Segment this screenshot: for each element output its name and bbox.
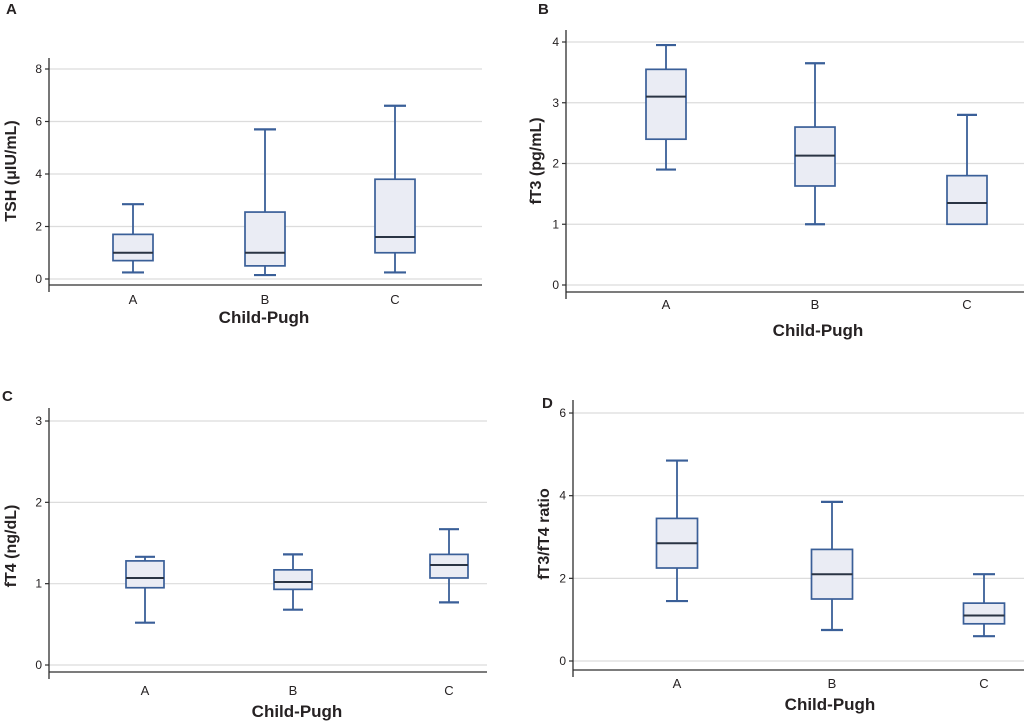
x-tick-label: A — [673, 676, 682, 691]
y-tick-label: 0 — [35, 658, 42, 672]
iqr-box — [946, 174, 988, 226]
panel-A: 0 2 4 6 8 A B C TSH (μIU/mL) Child-Pugh A — [3, 1, 482, 327]
iqr-box — [125, 560, 165, 589]
x-axis-title: Child-Pugh — [252, 702, 343, 721]
x-tick-label: A — [129, 292, 138, 307]
box-D-C — [962, 573, 1006, 638]
x-tick-label: A — [662, 297, 671, 312]
y-tick-label: 2 — [559, 571, 566, 585]
y-tick-label: 1 — [552, 217, 559, 231]
panel-label: D — [542, 395, 553, 412]
box-A-A — [112, 203, 154, 274]
y-tick-label: 0 — [552, 278, 559, 292]
box-B-C — [946, 113, 988, 226]
panel-label: B — [538, 1, 549, 18]
x-axis-title: Child-Pugh — [785, 695, 876, 714]
y-tick-label: 3 — [35, 414, 42, 428]
iqr-box — [962, 602, 1006, 625]
x-tick-label: B — [289, 683, 298, 698]
iqr-box — [244, 211, 286, 267]
y-tick-label: 0 — [35, 272, 42, 286]
box-C-B — [273, 553, 313, 611]
y-axis-title: fT3/fT4 ratio — [536, 488, 553, 580]
y-tick-label: 2 — [35, 220, 42, 234]
y-axis-title: fT4 (ng/dL) — [3, 505, 20, 588]
x-tick-label: A — [141, 683, 150, 698]
box-A-C — [374, 104, 416, 274]
box-B-A — [645, 43, 687, 171]
iqr-box — [645, 68, 687, 141]
y-tick-label: 1 — [35, 577, 42, 591]
x-tick-label: C — [444, 683, 453, 698]
x-tick-label: C — [979, 676, 988, 691]
x-axis-title: Child-Pugh — [773, 321, 864, 340]
y-tick-label: 6 — [35, 115, 42, 129]
y-tick-label: 2 — [35, 495, 42, 509]
x-tick-label: B — [261, 292, 270, 307]
x-tick-label: B — [811, 297, 820, 312]
y-tick-label: 3 — [552, 96, 559, 110]
iqr-box — [112, 233, 154, 262]
y-tick-label: 8 — [35, 62, 42, 76]
y-tick-label: 4 — [35, 167, 42, 181]
box-D-B — [810, 500, 854, 632]
y-axis-title: fT3 (pg/mL) — [528, 117, 545, 204]
panel-label: A — [6, 1, 17, 18]
iqr-box — [374, 178, 416, 254]
y-tick-label: 0 — [559, 654, 566, 668]
y-tick-label: 2 — [552, 157, 559, 171]
panel-label: C — [2, 388, 13, 405]
y-axis-title: TSH (μIU/mL) — [3, 120, 20, 221]
box-A-B — [244, 128, 286, 277]
x-axis-title: Child-Pugh — [219, 308, 310, 327]
y-tick-label: 4 — [559, 489, 566, 503]
x-tick-label: C — [390, 292, 399, 307]
box-B-B — [794, 62, 836, 226]
box-D-A — [655, 459, 699, 603]
iqr-box — [273, 568, 313, 591]
box-C-A — [125, 555, 165, 624]
x-tick-label: C — [962, 297, 971, 312]
iqr-box — [429, 553, 469, 579]
y-tick-label: 4 — [552, 35, 559, 49]
x-tick-label: B — [828, 676, 837, 691]
y-tick-label: 6 — [559, 406, 566, 420]
box-C-C — [429, 528, 469, 604]
